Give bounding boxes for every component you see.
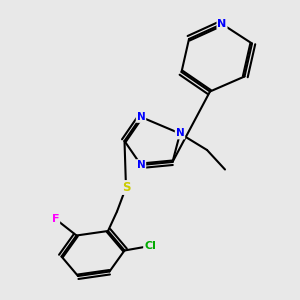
Text: Cl: Cl <box>144 241 156 251</box>
Text: N: N <box>136 160 146 170</box>
Text: N: N <box>136 112 146 122</box>
Text: N: N <box>176 128 184 139</box>
Text: F: F <box>52 214 59 224</box>
Text: S: S <box>122 181 130 194</box>
Text: N: N <box>218 19 226 29</box>
